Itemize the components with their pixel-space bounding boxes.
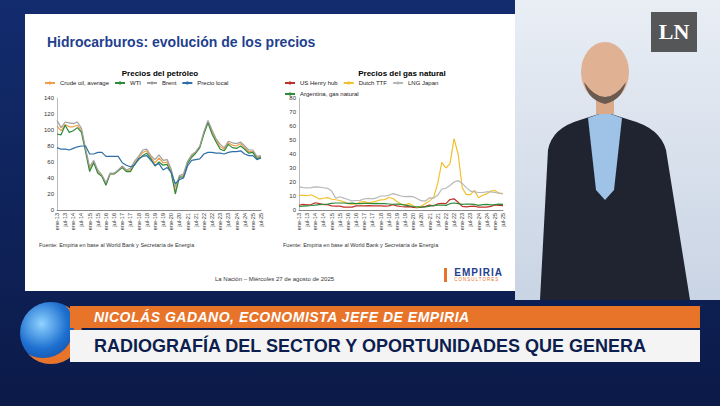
svg-text:jul-16: jul-16 [111,213,117,227]
svg-text:jul-16: jul-16 [353,213,359,227]
svg-text:40: 40 [47,175,54,181]
svg-text:ene-19: ene-19 [152,213,158,230]
svg-text:jul-13: jul-13 [304,213,310,227]
svg-text:ene-25: ene-25 [250,213,256,230]
svg-text:60: 60 [47,159,54,165]
svg-text:jul-18: jul-18 [386,213,392,227]
svg-text:80: 80 [289,95,296,101]
svg-text:10: 10 [289,193,296,199]
svg-text:140: 140 [44,95,55,101]
svg-text:70: 70 [289,109,296,115]
svg-text:jul-17: jul-17 [127,213,133,227]
svg-text:jul-19: jul-19 [402,213,408,227]
svg-text:jul-23: jul-23 [225,213,231,227]
svg-text:0: 0 [51,207,55,213]
svg-text:jul-25: jul-25 [258,213,264,227]
svg-text:jul-17: jul-17 [369,213,375,227]
svg-text:30: 30 [289,165,296,171]
svg-text:ene-23: ene-23 [217,213,223,230]
svg-text:ene-16: ene-16 [103,213,109,230]
html-text:Fuente: Empiria en base al Wor: Fuente: Empiria en base al World Bank y … [39,242,195,248]
svg-text:Argentina, gas natural: Argentina, gas natural [300,91,359,97]
svg-text:jul-20: jul-20 [176,213,182,227]
svg-text:40: 40 [289,151,296,157]
svg-text:WTI: WTI [130,80,141,86]
svg-text:jul-21: jul-21 [435,213,441,227]
svg-text:ene-19: ene-19 [394,213,400,230]
svg-text:jul-15: jul-15 [337,213,343,227]
svg-text:LNG Japan: LNG Japan [408,80,438,86]
svg-text:60: 60 [289,123,296,129]
svg-text:ene-21: ene-21 [427,213,433,230]
svg-text:ene-14: ene-14 [70,213,76,230]
svg-text:ene-13: ene-13 [296,213,302,230]
svg-text:ene-20: ene-20 [168,213,174,230]
html-text:NICOLÁS GADANO, ECONOMISTA JEF: NICOLÁS GADANO, ECONOMISTA JEFE DE EMPIR… [94,309,470,325]
svg-text:ene-17: ene-17 [119,213,125,230]
svg-text:Brent: Brent [162,80,177,86]
svg-text:ene-18: ene-18 [378,213,384,230]
svg-text:jul-14: jul-14 [320,213,326,227]
html-text:CONSULTORES: CONSULTORES [454,277,500,282]
svg-text:120: 120 [44,111,55,117]
svg-text:ene-23: ene-23 [459,213,465,230]
svg-text:ene-24: ene-24 [234,213,240,230]
svg-text:ene-14: ene-14 [312,213,318,230]
svg-text:jul-20: jul-20 [418,213,424,227]
html-text:Hidrocarburos: evolución de lo: Hidrocarburos: evolución de los precios [47,34,316,50]
svg-text:jul-24: jul-24 [242,213,248,227]
svg-text:ene-21: ene-21 [185,213,191,230]
svg-text:Precios del gas natural: Precios del gas natural [358,69,446,78]
html-text:LN: LN [658,19,690,44]
svg-text:ene-15: ene-15 [329,213,335,230]
svg-text:100: 100 [44,127,55,133]
svg-text:20: 20 [47,191,54,197]
svg-text:Precio local: Precio local [197,80,228,86]
svg-text:ene-18: ene-18 [136,213,142,230]
svg-text:ene-24: ene-24 [476,213,482,230]
svg-text:ene-15: ene-15 [87,213,93,230]
svg-text:jul-13: jul-13 [62,213,68,227]
svg-text:ene-16: ene-16 [345,213,351,230]
svg-text:ene-13: ene-13 [54,213,60,230]
svg-text:80: 80 [47,143,54,149]
svg-text:20: 20 [289,179,296,185]
html-text:RADIOGRAFÍA DEL SECTOR Y OPORT: RADIOGRAFÍA DEL SECTOR Y OPORTUNIDADES Q… [94,336,647,356]
svg-text:jul-23: jul-23 [467,213,473,227]
svg-text:jul-22: jul-22 [209,213,215,227]
svg-text:jul-19: jul-19 [160,213,166,227]
svg-text:ene-25: ene-25 [492,213,498,230]
svg-text:US Henry hub: US Henry hub [300,80,338,86]
svg-text:jul-25: jul-25 [500,213,506,227]
svg-text:jul-15: jul-15 [95,213,101,227]
svg-text:0: 0 [293,207,297,213]
svg-text:Dutch TTF: Dutch TTF [359,80,388,86]
svg-text:ene-22: ene-22 [201,213,207,230]
svg-text:Crude oil, average: Crude oil, average [60,80,110,86]
svg-text:50: 50 [289,137,296,143]
html-text:EMPIRIA: EMPIRIA [454,267,503,278]
svg-text:ene-22: ene-22 [443,213,449,230]
svg-text:ene-17: ene-17 [361,213,367,230]
html-text:Fuente: Empiria en base al Wor: Fuente: Empiria en base al World Bank y … [283,242,439,248]
svg-text:jul-24: jul-24 [484,213,490,227]
svg-text:ene-20: ene-20 [410,213,416,230]
svg-text:jul-18: jul-18 [144,213,150,227]
html-text:La Nación – Miércoles 27 de ag: La Nación – Miércoles 27 de agosto de 20… [215,276,335,282]
svg-text:jul-21: jul-21 [193,213,199,227]
svg-text:jul-22: jul-22 [451,213,457,227]
svg-text:Precios del petróleo: Precios del petróleo [122,69,199,78]
svg-text:jul-14: jul-14 [78,213,84,227]
